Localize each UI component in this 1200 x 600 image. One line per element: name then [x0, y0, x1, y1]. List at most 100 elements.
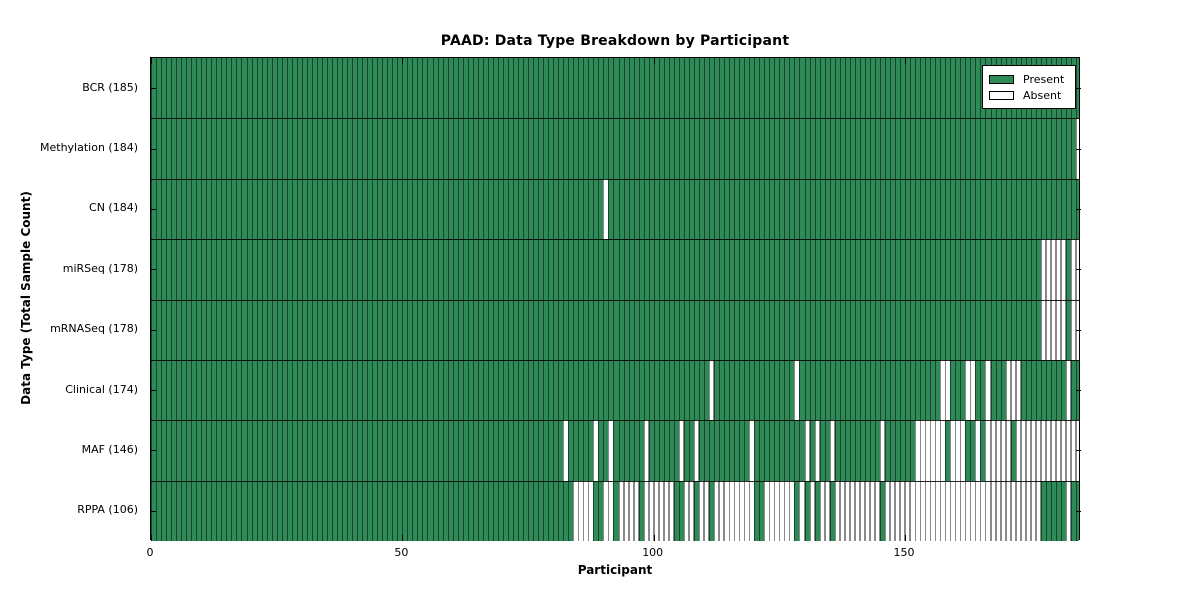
bar-cell	[774, 118, 780, 179]
bar-cell	[477, 299, 484, 360]
bar-cell	[925, 359, 931, 421]
bar-cell	[588, 178, 594, 240]
bar-cell	[442, 178, 448, 240]
bar-cell	[804, 299, 810, 360]
bar-cell	[231, 299, 237, 360]
bar-cell	[633, 118, 640, 179]
bar-cell	[774, 58, 780, 119]
bar-cell	[593, 480, 599, 541]
x-tick-label-100: 100	[642, 546, 664, 559]
bar-cell	[799, 299, 805, 360]
bar-cell	[1055, 118, 1062, 179]
bar-cell	[387, 118, 393, 179]
bar-cell	[859, 299, 866, 360]
row-separator	[151, 118, 1079, 120]
bar-cell	[533, 58, 539, 119]
bar-cell	[497, 239, 504, 300]
bar-cell	[543, 58, 549, 119]
bar-cell	[326, 359, 333, 421]
bar-cell	[382, 480, 388, 541]
bar-cell	[724, 359, 730, 421]
bar-cell	[814, 118, 820, 179]
bar-cell	[528, 118, 534, 179]
bar-cell	[1070, 178, 1077, 240]
bar-cell	[417, 58, 423, 119]
bar-cell	[754, 58, 760, 119]
bar-cell	[347, 299, 353, 360]
bar-cell	[1000, 118, 1006, 179]
bar-cell	[678, 299, 685, 360]
bar-cell	[648, 118, 655, 179]
bar-cell	[306, 299, 313, 360]
bar-cell	[497, 299, 504, 360]
bar-cell	[206, 359, 212, 421]
bar-cell	[548, 420, 554, 481]
bar-cell	[201, 299, 207, 360]
bar-cell	[703, 178, 710, 240]
bar-cell	[316, 239, 323, 300]
bar-cell	[246, 239, 252, 300]
bar-cell	[326, 58, 333, 119]
bar-cell	[769, 299, 775, 360]
bar-cell	[1070, 299, 1077, 360]
bar-cell	[482, 480, 489, 541]
bar-cell	[628, 118, 634, 179]
bar-cell	[688, 299, 695, 360]
bar-cell	[849, 420, 856, 481]
bar-cell	[568, 480, 574, 541]
bar-cell	[467, 178, 474, 240]
bar-cell	[306, 178, 313, 240]
bar-cell	[613, 480, 619, 541]
bar-cell	[291, 239, 298, 300]
bar-cell	[784, 420, 790, 481]
bar-cell	[337, 178, 343, 240]
bar-cell	[754, 239, 760, 300]
bar-cell	[316, 420, 323, 481]
bar-cell	[970, 480, 976, 541]
bar-cell	[558, 178, 564, 240]
bar-cell	[598, 178, 604, 240]
bar-cell	[638, 359, 645, 421]
bar-cell	[764, 359, 770, 421]
bar-cell	[1035, 480, 1042, 541]
bar-cell	[1040, 178, 1047, 240]
bar-cell	[683, 359, 690, 421]
bar-cell	[342, 420, 348, 481]
bar-cell	[326, 239, 333, 300]
bar-cell	[970, 299, 976, 360]
bar-cell	[643, 480, 650, 541]
bar-cell	[844, 480, 851, 541]
bar-cell	[216, 58, 222, 119]
bar-cell	[362, 359, 368, 421]
bar-cell	[975, 480, 981, 541]
bar-cell	[186, 420, 192, 481]
bar-cell	[311, 299, 318, 360]
bar-cell	[698, 58, 705, 119]
bar-cell	[965, 58, 971, 119]
bar-cell	[176, 299, 182, 360]
bar-cell	[246, 480, 252, 541]
bar-cell	[372, 420, 378, 481]
bar-cell	[854, 178, 861, 240]
bar-cell	[613, 359, 619, 421]
bar-cell	[829, 480, 836, 541]
bar-cell	[382, 178, 388, 240]
y-tick-mark	[151, 390, 156, 392]
bar-cell	[648, 420, 655, 481]
bar-cell	[1025, 239, 1032, 300]
bar-cell	[447, 299, 454, 360]
bar-cell	[382, 299, 388, 360]
bar-cell	[497, 58, 504, 119]
bar-cell	[734, 420, 740, 481]
bar-cell	[593, 299, 599, 360]
y-tick-mark	[151, 148, 156, 150]
bar-cell	[1060, 239, 1067, 300]
bar-cell	[668, 178, 675, 240]
bar-cell	[955, 299, 961, 360]
bar-cell	[553, 58, 559, 119]
bar-cell	[698, 480, 705, 541]
bar-cell	[1015, 480, 1022, 541]
bar-cell	[211, 480, 217, 541]
bar-cell	[879, 480, 886, 541]
bar-cell	[367, 420, 373, 481]
